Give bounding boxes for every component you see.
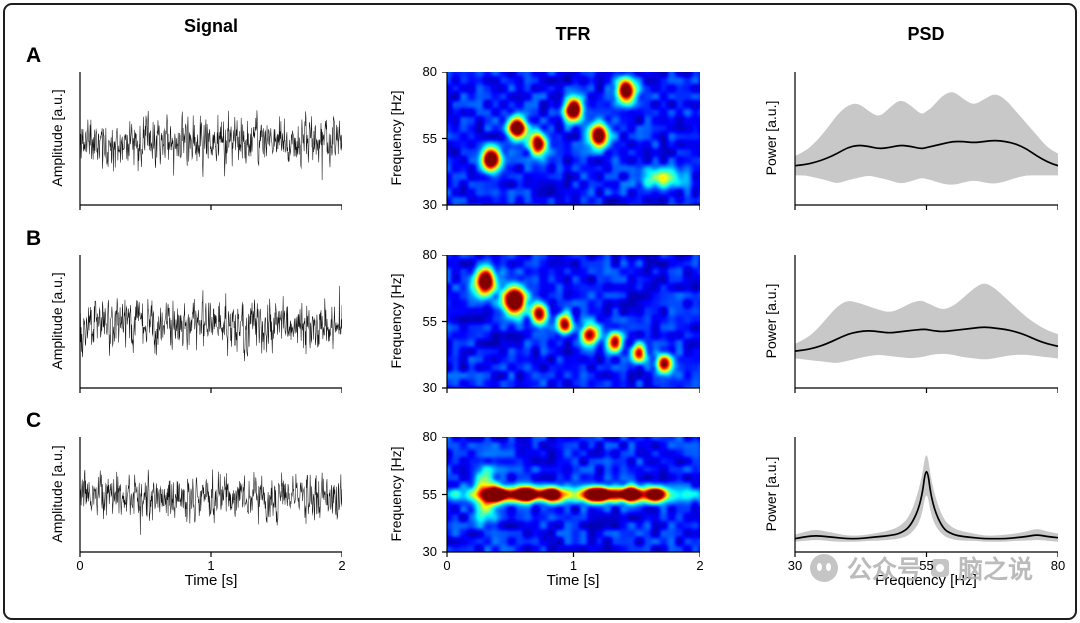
x-tick-label: 2 [696, 558, 704, 573]
x-tick-label: 30 [787, 558, 803, 573]
y-axis-label-amplitude-a: Amplitude [a.u.] [49, 89, 65, 187]
signal-plot-a [74, 72, 342, 217]
x-tick-label: 55 [919, 558, 934, 573]
y-tick-label: 30 [422, 197, 437, 212]
tfr-heatmap-a [441, 72, 700, 217]
watermark-name: 脑之说 [958, 556, 1034, 584]
psd-plot-b [789, 255, 1058, 400]
y-axis-label-amplitude-c: Amplitude [a.u.] [49, 445, 65, 543]
y-axis-label-frequency-c: Frequency [Hz] [388, 446, 404, 542]
x-tick-label: 0 [76, 558, 84, 573]
x-tick-label: 1 [207, 558, 215, 573]
y-tick-label: 55 [422, 486, 437, 502]
chat-bubble-icon [931, 559, 950, 577]
column-header-signal: Signal [183, 16, 239, 36]
row-label-b: B [26, 227, 42, 250]
row-label-c: C [26, 409, 42, 432]
column-header-psd: PSD [907, 24, 945, 44]
column-header-tfr: TFR [555, 24, 591, 44]
psd-plot-a [789, 72, 1058, 217]
y-axis-label-amplitude-b: Amplitude [a.u.] [49, 272, 65, 370]
y-axis-label-power-b: Power [a.u.] [763, 283, 779, 359]
y-tick-label: 80 [422, 247, 437, 262]
y-tick-label: 80 [422, 64, 437, 79]
psd-plot-c [789, 437, 1058, 564]
tfr-heatmap-b [441, 255, 700, 400]
x-axis-label-frequency-psd: Frequency [Hz] [875, 572, 977, 589]
y-axis-label-frequency-a: Frequency [Hz] [388, 90, 404, 186]
y-tick-label: 55 [422, 130, 437, 146]
y-axis-label-power-a: Power [a.u.] [763, 100, 779, 176]
row-label-a: A [26, 44, 42, 67]
signal-plot-c [74, 437, 342, 564]
x-tick-label: 1 [569, 558, 578, 573]
watermark-label: 公众号 [847, 556, 923, 584]
y-axis-label-power-c: Power [a.u.] [763, 456, 779, 532]
x-tick-label: 0 [443, 558, 451, 573]
y-tick-label: 30 [422, 544, 437, 559]
tfr-heatmap-c [441, 437, 700, 564]
wechat-icon [810, 554, 838, 582]
y-tick-label: 80 [422, 429, 437, 444]
x-tick-label: 80 [1050, 558, 1066, 573]
y-tick-label: 55 [422, 313, 437, 329]
y-tick-label: 30 [422, 380, 437, 395]
x-axis-label-time-tfr: Time [s] [546, 572, 600, 589]
x-tick-label: 2 [338, 558, 346, 573]
y-axis-label-frequency-b: Frequency [Hz] [388, 273, 404, 369]
x-axis-label-time-signal: Time [s] [184, 572, 238, 589]
signal-plot-b [74, 255, 342, 400]
watermark: 公众号 脑之说 [810, 550, 1033, 586]
